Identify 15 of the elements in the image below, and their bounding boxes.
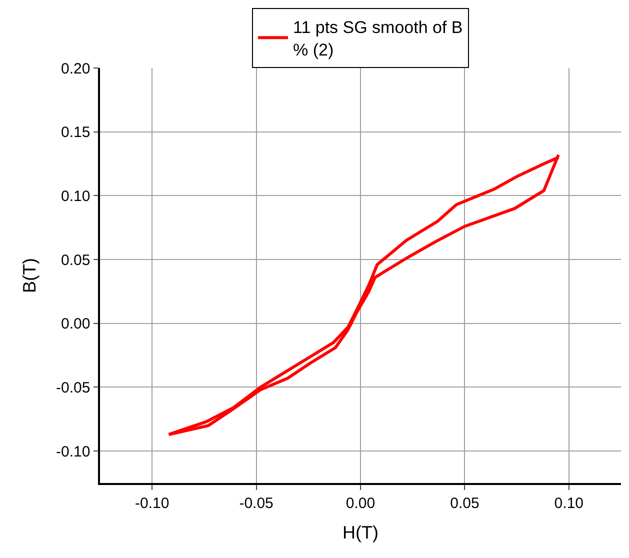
- x-tick-label: 0.05: [450, 494, 480, 512]
- y-tick-label: -0.05: [56, 379, 90, 396]
- y-axis-title: B(T): [20, 258, 40, 293]
- x-tick-label: -0.10: [135, 494, 170, 512]
- x-tick-label: 0.00: [346, 494, 376, 512]
- y-tick-label: 0.20: [61, 60, 90, 78]
- x-tick-label: 0.10: [554, 494, 584, 512]
- y-tick-label: -0.10: [56, 443, 90, 460]
- y-tick-label: 0.10: [61, 188, 90, 205]
- y-tick-label: 0.15: [61, 124, 90, 142]
- legend-label: 11 pts SG smooth of B % (2): [293, 18, 463, 60]
- y-tick-label: 0.05: [61, 252, 90, 269]
- x-axis-title: H(T): [342, 522, 378, 542]
- y-tick-label: 0.00: [61, 316, 90, 333]
- x-tick-label: -0.05: [239, 494, 274, 512]
